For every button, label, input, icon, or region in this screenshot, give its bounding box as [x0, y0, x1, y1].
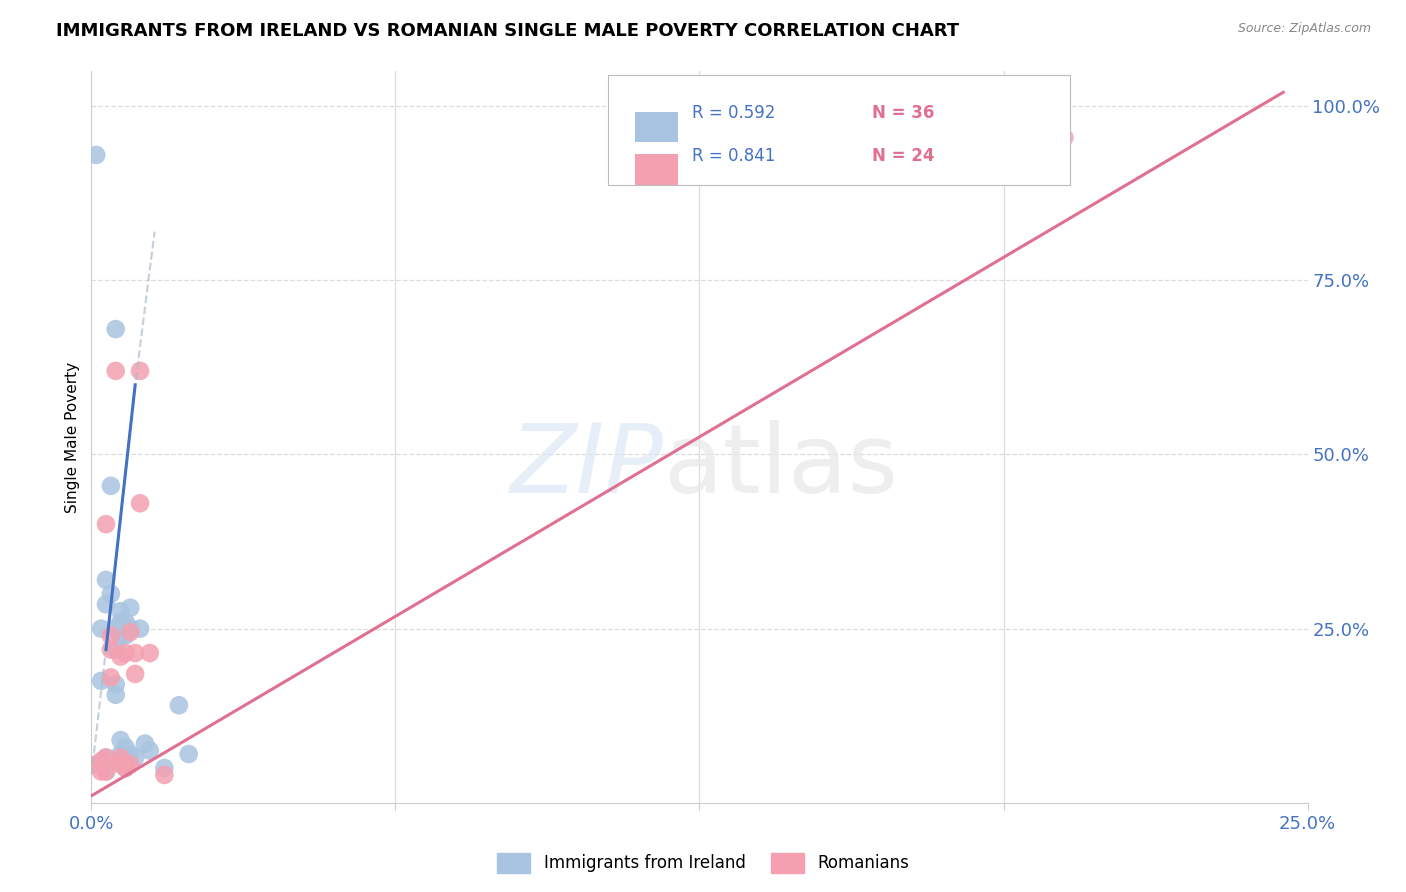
Point: [120, 625, 142, 640]
Point: [114, 629, 136, 643]
Point: [94, 597, 117, 611]
Text: R = 0.592: R = 0.592: [692, 103, 776, 122]
Point: [110, 747, 132, 761]
Point: [84, 148, 107, 162]
Point: [114, 740, 136, 755]
Text: R = 0.841: R = 0.841: [692, 146, 776, 164]
Bar: [636, 154, 678, 186]
Legend: Immigrants from Ireland, Romanians: Immigrants from Ireland, Romanians: [491, 847, 915, 880]
Point: [100, 587, 122, 601]
Text: atlas: atlas: [664, 420, 898, 513]
Text: N = 36: N = 36: [872, 103, 935, 122]
Point: [167, 698, 190, 713]
Point: [90, 622, 112, 636]
Text: ZIP: ZIP: [509, 420, 664, 513]
Point: [120, 757, 142, 772]
Point: [153, 768, 176, 782]
Point: [110, 604, 132, 618]
Point: [110, 757, 132, 772]
Point: [110, 733, 132, 747]
FancyBboxPatch shape: [609, 75, 1070, 185]
Point: [94, 573, 117, 587]
Point: [153, 761, 176, 775]
Point: [124, 750, 146, 764]
Point: [114, 750, 136, 764]
Point: [129, 364, 152, 378]
Point: [124, 667, 146, 681]
Point: [129, 622, 152, 636]
Point: [94, 764, 117, 779]
Point: [129, 496, 152, 510]
Point: [100, 670, 122, 684]
Bar: [636, 112, 678, 143]
Point: [110, 649, 132, 664]
Point: [124, 646, 146, 660]
Point: [94, 750, 117, 764]
Point: [110, 615, 132, 629]
Point: [100, 642, 122, 657]
Point: [177, 747, 200, 761]
Point: [84, 757, 107, 772]
Point: [104, 364, 127, 378]
Point: [90, 673, 112, 688]
Point: [114, 761, 136, 775]
Point: [120, 622, 142, 636]
Point: [139, 743, 162, 757]
Point: [110, 629, 132, 643]
Point: [120, 600, 142, 615]
Text: IMMIGRANTS FROM IRELAND VS ROMANIAN SINGLE MALE POVERTY CORRELATION CHART: IMMIGRANTS FROM IRELAND VS ROMANIAN SING…: [56, 22, 959, 40]
Point: [104, 677, 127, 691]
Y-axis label: Single Male Poverty: Single Male Poverty: [65, 361, 80, 513]
Point: [104, 322, 127, 336]
Text: Source: ZipAtlas.com: Source: ZipAtlas.com: [1237, 22, 1371, 36]
Point: [94, 750, 117, 764]
Point: [114, 761, 136, 775]
Text: N = 24: N = 24: [872, 146, 935, 164]
Point: [104, 642, 127, 657]
Point: [114, 615, 136, 629]
Point: [104, 688, 127, 702]
Point: [134, 737, 156, 751]
Point: [110, 750, 132, 764]
Point: [100, 629, 122, 643]
Point: [94, 764, 117, 779]
Point: [94, 517, 117, 532]
Point: [114, 757, 136, 772]
Point: [110, 754, 132, 768]
Point: [104, 622, 127, 636]
Point: [90, 754, 112, 768]
Point: [1053, 130, 1076, 145]
Point: [120, 747, 142, 761]
Point: [139, 646, 162, 660]
Point: [114, 646, 136, 660]
Point: [90, 764, 112, 779]
Point: [100, 479, 122, 493]
